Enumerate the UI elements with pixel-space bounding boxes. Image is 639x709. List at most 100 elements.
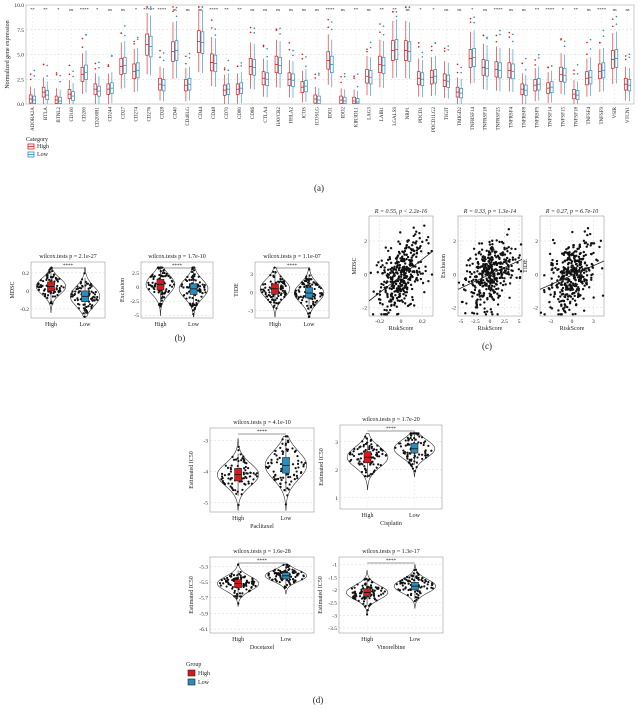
significance-label: ** (535, 7, 540, 12)
data-point (277, 568, 280, 572)
data-point (197, 299, 200, 302)
outlier-point (175, 15, 178, 18)
data-point (499, 252, 502, 255)
data-point (191, 309, 195, 312)
data-point (272, 476, 275, 479)
x-tick-label: Low (409, 513, 421, 519)
data-point (391, 275, 395, 278)
data-point (193, 307, 196, 310)
data-point (272, 275, 275, 278)
data-point (381, 303, 384, 306)
data-point (199, 290, 202, 293)
data-point (303, 283, 306, 286)
data-point (238, 592, 242, 595)
data-point (576, 264, 579, 268)
outlier-point (185, 55, 187, 58)
box-mark (58, 96, 62, 104)
outlier-point (124, 34, 126, 37)
data-point (414, 265, 417, 268)
data-point (80, 278, 84, 281)
data-point (273, 452, 276, 456)
data-point (192, 266, 196, 269)
y-axis-label: TIDE (234, 283, 240, 297)
data-point (50, 300, 53, 303)
data-point (230, 476, 234, 480)
y-tick-label: -3.5 (328, 626, 337, 632)
data-point (567, 252, 571, 255)
data-point (398, 299, 401, 303)
data-point (349, 453, 352, 456)
outlier-point (81, 46, 84, 48)
x-tick-label: High (154, 322, 166, 328)
significance-label: ns (457, 7, 461, 12)
data-point (45, 278, 48, 281)
data-point (590, 276, 593, 279)
data-point (238, 572, 241, 576)
data-point (583, 284, 586, 287)
data-point (396, 299, 400, 302)
data-point (273, 568, 277, 571)
data-point (566, 293, 569, 296)
significance-label: ns (173, 7, 177, 12)
data-point (234, 489, 237, 492)
data-point (403, 297, 406, 300)
outlier-point (473, 16, 475, 18)
data-point (37, 288, 41, 292)
category-label: TNFRSF25 (497, 107, 502, 131)
scatter-chart-c2: -202-5 -2.5 0 2.5 5R = 0.33, p = 1.3e-14Risk… (441, 208, 523, 332)
data-point (286, 563, 289, 566)
data-point (550, 261, 553, 265)
data-point (271, 298, 274, 301)
box-mark (410, 442, 419, 454)
data-point (51, 295, 54, 298)
y-axis-label: MDSC (352, 257, 358, 274)
data-point (203, 286, 206, 289)
data-point (561, 286, 565, 290)
data-point (495, 280, 499, 283)
data-point (416, 279, 419, 282)
y-tick-label: 0 (453, 272, 456, 278)
data-point (406, 255, 410, 259)
data-point (473, 275, 477, 279)
outlier-point (85, 34, 87, 36)
data-point (278, 581, 281, 584)
data-point (286, 494, 289, 497)
data-point (226, 576, 229, 580)
data-point (507, 245, 510, 249)
significance-label: ns (522, 7, 526, 12)
data-point (274, 474, 277, 477)
data-point (360, 452, 363, 455)
data-point (563, 267, 566, 271)
data-point (404, 286, 407, 289)
data-point (299, 285, 302, 288)
data-point (557, 275, 560, 278)
data-point (431, 587, 434, 590)
data-point (574, 267, 578, 271)
data-point (501, 283, 505, 287)
data-point (465, 270, 469, 273)
data-point (248, 475, 251, 478)
data-point (490, 295, 493, 299)
data-point (373, 598, 377, 601)
category-label: LAIR1 (380, 107, 385, 122)
data-point (385, 281, 388, 285)
data-point (274, 270, 277, 274)
category-label: CD70 (225, 107, 230, 119)
x-tick-label: Low (409, 637, 421, 643)
data-point (204, 291, 207, 294)
data-point (574, 278, 577, 282)
data-point (191, 268, 194, 271)
data-point (585, 274, 589, 277)
data-point (398, 442, 401, 445)
data-point (565, 248, 568, 251)
data-point (418, 270, 421, 274)
data-point (566, 277, 570, 281)
data-point (277, 477, 280, 481)
data-point (147, 283, 150, 287)
data-point (94, 290, 97, 294)
data-point (386, 258, 390, 262)
outlier-point (340, 76, 342, 78)
data-point (77, 290, 80, 293)
outlier-point (327, 18, 330, 21)
outlier-point (573, 73, 575, 75)
